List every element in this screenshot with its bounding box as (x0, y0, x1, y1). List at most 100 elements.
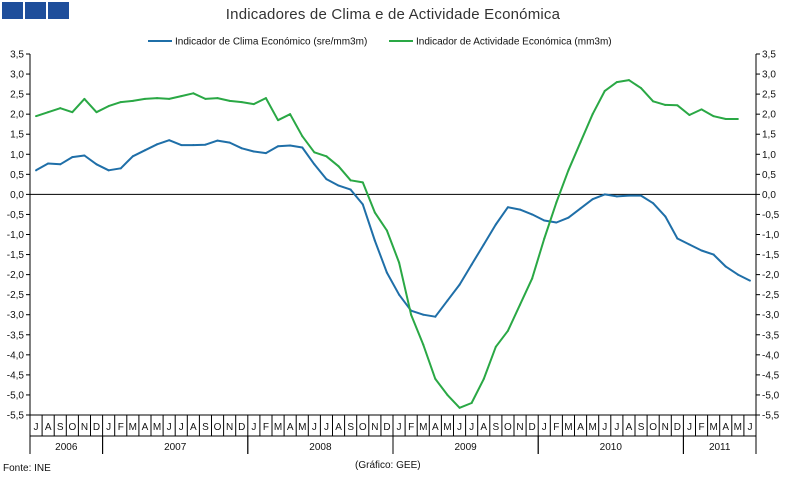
series-point-0 (143, 149, 146, 152)
series-point-0 (688, 243, 691, 246)
series-point-1 (361, 181, 364, 184)
series-point-0 (168, 139, 171, 142)
series-point-0 (591, 198, 594, 201)
x-tick-label-month: S (202, 422, 209, 433)
y-tick-label-left: 2,5 (10, 90, 24, 101)
y-tick-label-left: -0,5 (7, 210, 25, 221)
series-point-1 (567, 169, 570, 172)
series-point-0 (482, 243, 485, 246)
x-tick-label-month: J (167, 422, 172, 433)
series-point-0 (398, 293, 401, 296)
series-point-0 (519, 208, 522, 211)
series-point-1 (252, 103, 255, 106)
series-point-1 (35, 115, 38, 118)
series-point-0 (337, 184, 340, 187)
series-point-0 (676, 237, 679, 240)
series-point-0 (180, 144, 183, 147)
series-point-0 (652, 202, 655, 205)
series-point-0 (252, 150, 255, 153)
series-point-0 (349, 188, 352, 191)
y-tick-label-right: 0,5 (762, 170, 776, 181)
y-tick-label-left: -4,5 (7, 370, 25, 381)
series-point-1 (349, 179, 352, 182)
y-tick-label-right: 1,0 (762, 150, 776, 161)
series-point-1 (700, 108, 703, 111)
x-tick-label-month: N (662, 422, 669, 433)
x-tick-label-month: A (142, 422, 149, 433)
y-tick-label-right: -5,5 (762, 411, 780, 422)
series-point-0 (640, 194, 643, 197)
x-tick-label-month: A (45, 422, 52, 433)
series-point-0 (736, 273, 739, 276)
x-tick-label-month: F (408, 422, 414, 433)
series-point-1 (385, 229, 388, 232)
y-tick-label-left: 2,0 (10, 110, 24, 121)
series-point-0 (385, 271, 388, 274)
y-tick-label-left: 0,0 (10, 190, 24, 201)
y-tick-label-left: 1,0 (10, 150, 24, 161)
series-point-0 (119, 167, 122, 170)
x-tick-label-month: M (564, 422, 572, 433)
series-point-1 (264, 97, 267, 100)
series-point-0 (216, 139, 219, 142)
y-tick-label-left: 0,5 (10, 170, 24, 181)
y-tick-label-right: 2,5 (762, 90, 776, 101)
x-tick-label-month: M (734, 422, 742, 433)
series-point-1 (627, 79, 630, 82)
x-tick-label-month: N (226, 422, 233, 433)
source-note: Fonte: INE (3, 463, 51, 474)
x-tick-label-month: O (214, 422, 222, 433)
y-tick-label-left: -2,0 (7, 270, 25, 281)
series-point-1 (591, 113, 594, 116)
x-tick-label-month: J (614, 422, 619, 433)
x-tick-label-month: M (274, 422, 282, 433)
series-point-0 (531, 213, 534, 216)
x-tick-label-month: J (312, 422, 317, 433)
series-point-1 (83, 97, 86, 100)
x-tick-label-month: J (251, 422, 256, 433)
series-line-1 (35, 79, 738, 409)
x-tick-label-month: A (190, 422, 197, 433)
y-tick-label-right: 3,5 (762, 50, 776, 61)
logo-square (25, 2, 46, 19)
series-point-1 (446, 393, 449, 396)
series-point-1 (506, 329, 509, 332)
series-point-1 (434, 377, 437, 380)
series-point-1 (59, 107, 62, 110)
legend-label-actividade: Indicador de Actividade Económica (mm3m) (416, 37, 612, 48)
series-point-1 (458, 406, 461, 409)
x-tick-label-month: D (674, 422, 681, 433)
series-point-0 (277, 145, 280, 148)
series-point-0 (204, 143, 207, 146)
series-point-1 (470, 401, 473, 404)
x-tick-label-month: J (457, 422, 462, 433)
x-tick-label-year: 2009 (454, 442, 477, 453)
series-point-1 (652, 100, 655, 103)
x-tick-label-year: 2007 (164, 442, 187, 453)
series-point-0 (107, 169, 110, 172)
x-tick-label-month: S (493, 422, 500, 433)
series-point-1 (519, 303, 522, 306)
x-tick-label-month: A (335, 422, 342, 433)
x-tick-label-month: N (516, 422, 523, 433)
logo-square (2, 2, 23, 19)
series-point-1 (143, 97, 146, 100)
series-point-0 (506, 206, 509, 209)
x-tick-label-year: 2010 (600, 442, 623, 453)
x-tick-label-month: F (263, 422, 269, 433)
x-tick-label-month: M (443, 422, 451, 433)
series-point-0 (59, 163, 62, 166)
y-tick-label-left: -5,5 (7, 411, 25, 422)
y-tick-label-right: -5,0 (762, 390, 780, 401)
x-tick-label-month: O (504, 422, 512, 433)
series-point-0 (458, 283, 461, 286)
series-point-1 (156, 97, 159, 100)
series-point-1 (555, 201, 558, 204)
series-point-0 (313, 163, 316, 166)
y-tick-label-left: -3,0 (7, 310, 25, 321)
x-tick-label-month: S (57, 422, 64, 433)
x-tick-label-month: M (588, 422, 596, 433)
series-point-0 (748, 279, 751, 282)
series-point-1 (422, 343, 425, 346)
x-tick-label-month: A (432, 422, 439, 433)
